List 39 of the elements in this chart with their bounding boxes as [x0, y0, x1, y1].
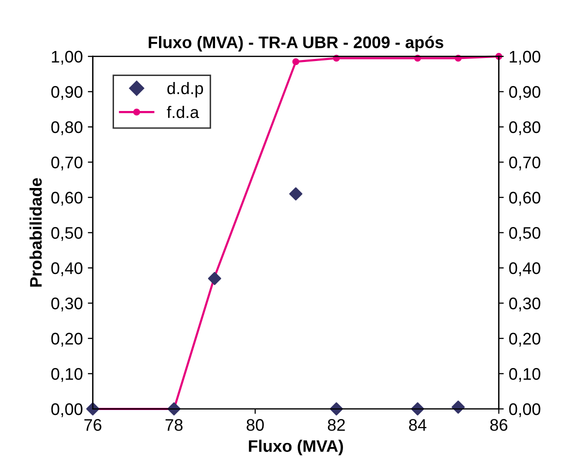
chart-title: Fluxo (MVA) - TR-A UBR - 2009 - após — [148, 36, 444, 52]
y-axis-title: Probabilidade — [30, 178, 42, 287]
y-tick-label: 0,40 — [51, 262, 82, 276]
legend-label: f.d.a — [166, 106, 200, 118]
y2-tick-label: 0,70 — [509, 156, 540, 170]
x-tick-label: 80 — [246, 419, 264, 431]
point — [330, 402, 343, 416]
x-axis-title: Fluxo (MVA) — [248, 440, 343, 456]
x-tick-label: 82 — [328, 419, 345, 431]
point — [411, 402, 424, 416]
point — [208, 272, 222, 286]
y2-tick-label: 0,40 — [509, 262, 540, 276]
y-tick-label: 0,80 — [51, 121, 82, 136]
y-tick-label: 0,20 — [51, 332, 82, 347]
y-tick-label: 0,30 — [51, 298, 82, 312]
y-tick-label: 0,60 — [51, 192, 82, 206]
x-tick-label: 84 — [409, 419, 426, 431]
point — [452, 400, 465, 414]
y2-tick-label: 0,20 — [509, 332, 540, 347]
point — [289, 187, 302, 200]
y-tick-label: 0,50 — [51, 227, 82, 241]
y-tick-label: 0,10 — [51, 368, 82, 382]
y2-tick-label: 0,30 — [509, 298, 540, 312]
y2-tick-label: 0,80 — [509, 121, 540, 136]
point — [292, 58, 300, 66]
x-tick-label: 78 — [166, 419, 183, 431]
legend-label: d.d.p — [167, 82, 204, 98]
y2-tick-label: 0,00 — [509, 403, 540, 418]
y-tick-label: 0,70 — [51, 156, 82, 170]
x-tick-label: 76 — [84, 419, 102, 431]
y2-tick-label: 0,90 — [509, 86, 540, 100]
y-tick-label: 0,00 — [51, 403, 82, 418]
y2-tick-label: 1,00 — [510, 50, 540, 65]
x-tick-label: 86 — [490, 419, 508, 431]
y2-tick-label: 0,10 — [509, 368, 540, 382]
y2-tick-label: 0,50 — [509, 227, 540, 241]
y2-tick-label: 0,60 — [509, 192, 540, 206]
y-tick-label: 1,00 — [52, 50, 82, 65]
y-tick-label: 0,90 — [51, 86, 82, 100]
